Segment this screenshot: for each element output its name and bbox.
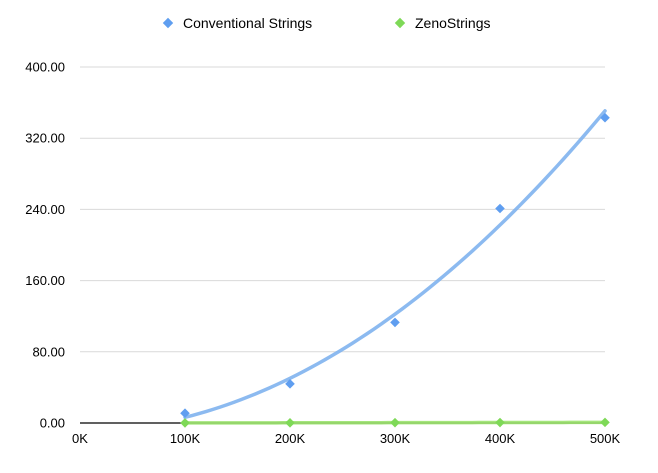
data-point-conventional-strings xyxy=(285,379,295,389)
legend-label: Conventional Strings xyxy=(183,15,312,31)
data-point-zenostrings xyxy=(495,417,505,428)
x-tick-label: 100K xyxy=(170,431,201,446)
data-point-zenostrings xyxy=(390,417,400,428)
y-tick-label: 320.00 xyxy=(25,131,65,146)
y-tick-label: 0.00 xyxy=(40,416,65,431)
legend-marker-zenostrings xyxy=(394,17,406,29)
data-point-conventional-strings xyxy=(180,408,190,419)
data-point-conventional-strings xyxy=(600,112,610,123)
y-tick-label: 240.00 xyxy=(25,202,65,217)
data-point-conventional-strings xyxy=(390,317,400,328)
x-tick-label: 0K xyxy=(72,431,88,446)
legend-marker-conventional-strings xyxy=(162,17,174,29)
x-tick-label: 400K xyxy=(485,431,516,446)
data-point-zenostrings xyxy=(285,418,295,428)
trendline-conventional-strings xyxy=(183,109,607,420)
x-tick-label: 300K xyxy=(380,431,411,446)
legend-label: ZenoStrings xyxy=(415,15,490,31)
data-point-conventional-strings xyxy=(495,203,505,214)
y-tick-label: 400.00 xyxy=(25,60,65,75)
y-tick-label: 160.00 xyxy=(25,273,65,288)
x-tick-label: 500K xyxy=(590,431,621,446)
data-point-zenostrings xyxy=(600,417,610,428)
x-tick-label: 200K xyxy=(275,431,306,446)
data-point-zenostrings xyxy=(180,418,190,428)
y-tick-label: 80.00 xyxy=(32,344,65,359)
